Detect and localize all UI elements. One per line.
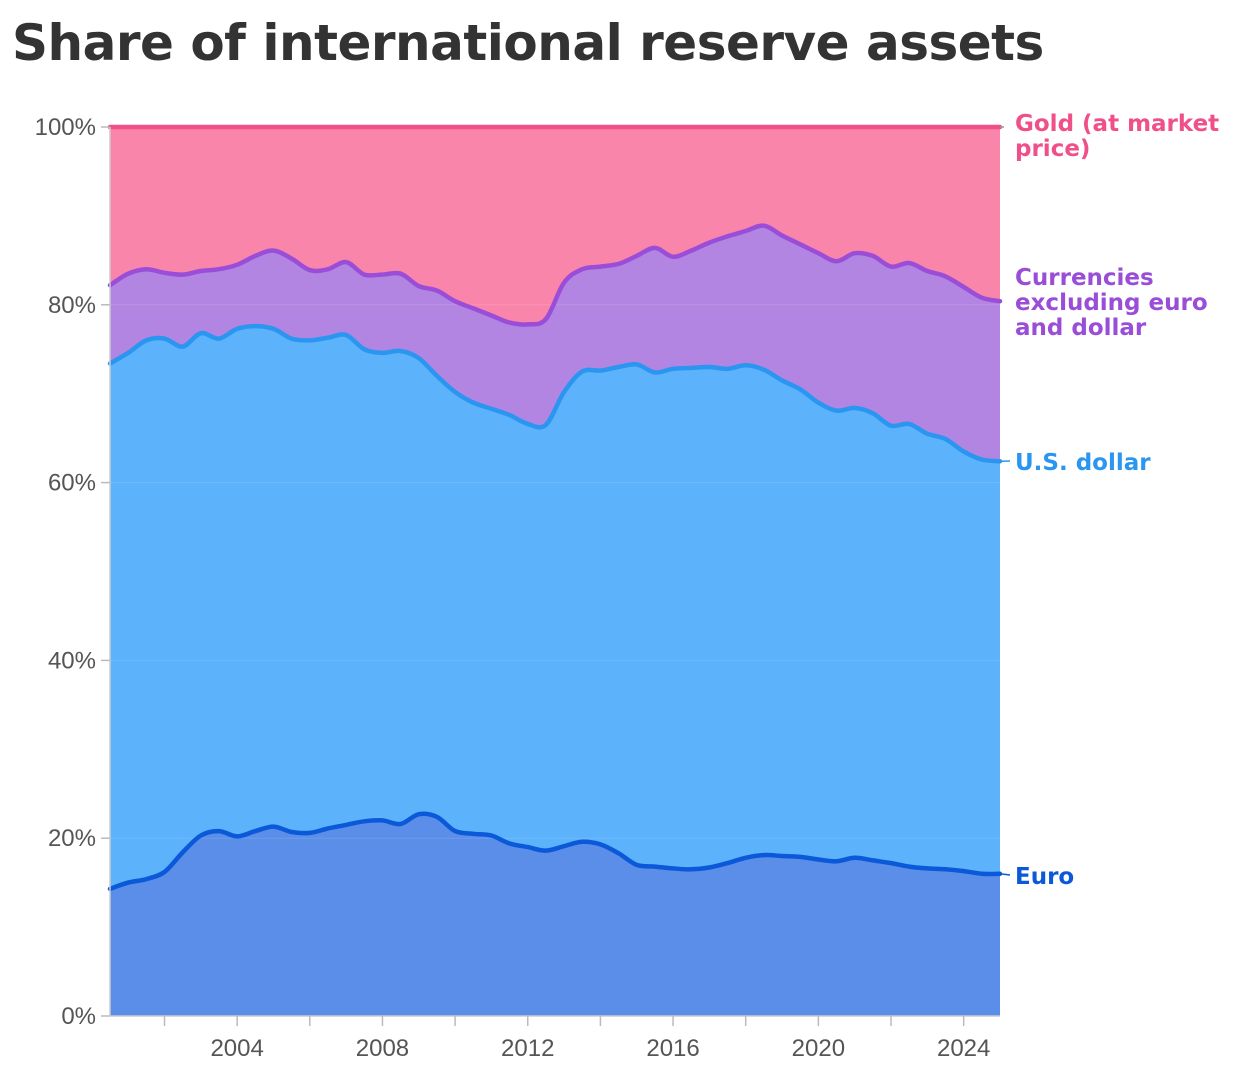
euro-label: Euro: [1015, 864, 1074, 890]
dollar-label: U.S. dollar: [1015, 450, 1151, 476]
y-tick-label: 60%: [48, 470, 96, 497]
line-euro: [107, 811, 1003, 892]
x-tick-label: 2024: [937, 1035, 990, 1062]
line-currencies-excluding-euro-and-dollar: [107, 223, 1003, 327]
x-tick-label: 2016: [646, 1035, 699, 1062]
x-tick-label: 2020: [792, 1035, 845, 1062]
other-currencies-label-line1: Currencies: [1015, 265, 1154, 291]
x-tick-label: 2008: [356, 1035, 409, 1062]
line-u-s-dollar: [107, 323, 1003, 464]
chart-title: Share of international reserve assets: [12, 14, 1044, 72]
other-currencies-label-line2: excluding euro: [1015, 290, 1208, 316]
x-tick-label: 2004: [210, 1035, 263, 1062]
gold-label-line2: price): [1015, 136, 1090, 162]
other-currencies-label-line3: and dollar: [1015, 315, 1147, 341]
leader-euro: [999, 873, 1011, 876]
series-lines: [107, 124, 1003, 892]
y-tick-label: 20%: [48, 825, 96, 852]
y-tick-label: 40%: [48, 647, 96, 674]
x-tick-label: 2012: [501, 1035, 554, 1062]
area-layers: [110, 127, 1000, 1017]
area-euro: [110, 813, 1000, 1016]
gold-label-line1: Gold (at market: [1015, 111, 1219, 137]
axes: 0% 20% 40% 60% 80% 100% 2004 2008 2012 2016 2020 20…: [35, 114, 1000, 1062]
y-tick-label: 80%: [48, 292, 96, 319]
y-tick-label: 0%: [61, 1003, 96, 1030]
series-labels: Gold (at market price) Currencies exclud…: [999, 111, 1219, 890]
y-tick-label: 100%: [35, 114, 96, 141]
